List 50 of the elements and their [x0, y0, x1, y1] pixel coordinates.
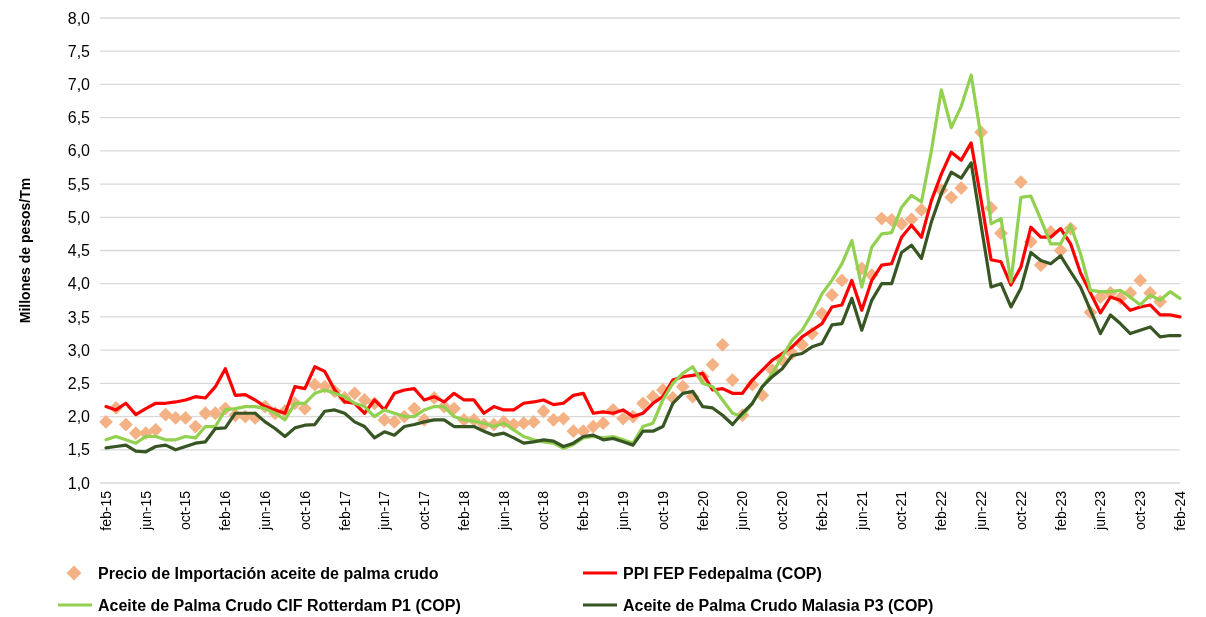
y-tick-label: 2,5 [67, 374, 91, 392]
x-tick-label: oct-18 [535, 490, 552, 530]
y-tick-label: 1,0 [67, 474, 91, 492]
x-tick-label: oct-21 [893, 490, 910, 530]
x-tick-label: oct-15 [177, 490, 194, 530]
legend-label: PPI FEP Fedepalma (COP) [623, 564, 822, 582]
x-tick-label: feb-16 [217, 490, 234, 531]
x-tick-label: jun-16 [257, 490, 274, 531]
x-tick-label: feb-20 [694, 490, 711, 531]
y-tick-label: 4,0 [67, 275, 91, 293]
y-tick-label: 3,0 [67, 341, 91, 359]
line-series [104, 161, 1182, 454]
y-tick-label: 7,0 [67, 76, 91, 94]
legend-label: Aceite de Palma Crudo Malasia P3 (COP) [623, 596, 934, 614]
x-tick-label: feb-17 [336, 490, 353, 531]
x-tick-label: oct-22 [1012, 490, 1029, 530]
y-tick-label: 1,5 [67, 441, 91, 459]
y-tick-label: 6,5 [67, 109, 91, 127]
y-tick-label: 5,0 [67, 208, 91, 226]
x-tick-label: feb-23 [1052, 490, 1069, 531]
y-tick-label: 4,5 [67, 242, 91, 260]
y-tick-label: 2,0 [67, 408, 91, 426]
y-tick-label: 3,5 [67, 308, 91, 326]
x-tick-label: oct-16 [296, 490, 313, 530]
legend-label: Aceite de Palma Crudo CIF Rotterdam P1 (COP) [98, 596, 461, 614]
x-tick-label: oct-23 [1132, 490, 1149, 530]
x-tick-label: feb-19 [575, 490, 592, 531]
x-tick-label: jun-18 [495, 490, 512, 531]
x-tick-label: oct-19 [654, 490, 671, 530]
x-tick-label: feb-24 [1171, 490, 1188, 531]
x-tick-label: feb-15 [97, 490, 114, 531]
x-tick-label: jun-15 [137, 490, 154, 531]
x-tick-label: feb-22 [933, 490, 950, 531]
y-axis-title: Millones de pesos/Tm [17, 177, 33, 324]
x-tick-label: jun-23 [1092, 490, 1109, 531]
x-tick-label: feb-21 [813, 490, 830, 531]
y-tick-label: 6,0 [67, 142, 91, 160]
line-series [104, 73, 1182, 451]
x-tick-label: jun-21 [853, 490, 870, 531]
x-tick-label: feb-18 [455, 490, 472, 531]
y-tick-label: 7,5 [67, 42, 91, 60]
legend-label: Precio de Importación aceite de palma crudo [98, 564, 439, 582]
y-tick-label: 5,5 [67, 175, 91, 193]
x-tick-label: oct-17 [416, 490, 433, 530]
x-tick-label: oct-20 [774, 490, 791, 530]
x-tick-label: jun-19 [615, 490, 632, 531]
x-tick-label: jun-20 [734, 490, 751, 531]
x-tick-label: jun-17 [376, 490, 393, 531]
x-tick-label: jun-22 [973, 490, 990, 531]
y-tick-label: 8,0 [67, 9, 91, 27]
